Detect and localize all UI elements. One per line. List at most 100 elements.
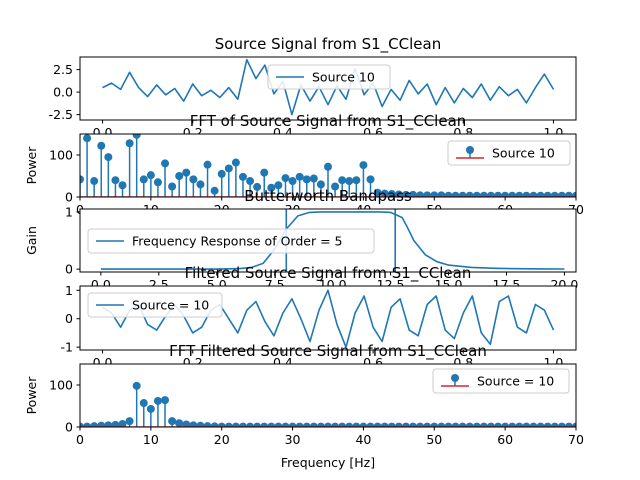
y-tick-label: -1 [61, 340, 73, 355]
legend-box [447, 140, 571, 166]
stem-marker [529, 191, 538, 197]
y-axis-label: Power [24, 146, 39, 185]
stem-marker [281, 422, 290, 427]
stem-marker [97, 421, 106, 427]
legend: Source 10 [267, 64, 391, 90]
stem-marker [416, 422, 425, 427]
stem-marker [132, 381, 141, 390]
legend: Source 10 [447, 140, 571, 166]
stem-marker [288, 177, 297, 186]
legend: Frequency Response of Order = 5 [87, 228, 375, 254]
stem-marker [324, 162, 332, 171]
plot-marks [102, 58, 555, 116]
stem-marker [338, 422, 347, 427]
stem-marker [550, 191, 559, 197]
stem-marker [494, 191, 503, 197]
legend-box [432, 368, 570, 394]
stem-marker [253, 182, 262, 191]
stem-marker [168, 182, 177, 191]
stem-marker [139, 399, 148, 408]
stem-marker [203, 422, 212, 427]
stem-marker [380, 189, 389, 197]
stem-marker [331, 422, 340, 427]
stem-marker [472, 191, 481, 197]
stem-marker [331, 182, 340, 191]
stem-marker [161, 396, 170, 405]
stem-marker [564, 422, 573, 427]
stem-marker [352, 176, 361, 185]
stem-marker [486, 422, 495, 427]
stem-marker [458, 422, 467, 427]
legend-label: Frequency Response of Order = 5 [132, 234, 342, 249]
y-tick-label: 2.5 [53, 62, 73, 77]
y-tick-label: 0 [65, 190, 73, 205]
stem-marker [196, 180, 205, 189]
stem-marker [175, 419, 184, 427]
x-tick-label: 0 [76, 432, 84, 447]
stem-marker [550, 422, 559, 427]
y-tick-label: 100 [49, 378, 73, 393]
stem-marker [224, 422, 233, 427]
stem-marker [501, 191, 510, 197]
stem-marker [168, 417, 177, 426]
stem-marker [309, 422, 318, 427]
stem-marker [267, 183, 276, 192]
stem-marker [387, 422, 396, 427]
axes-frame [79, 208, 577, 273]
stem-marker [104, 153, 113, 162]
stem-marker [437, 422, 446, 427]
y-tick-label: -2.5 [49, 107, 73, 122]
stem-marker [572, 191, 576, 197]
legend-box [87, 292, 223, 318]
legend-label: Source 10 [492, 146, 555, 161]
stem-marker [104, 421, 113, 427]
stem-marker [210, 186, 219, 195]
stem-marker [409, 422, 418, 427]
stem-marker [373, 188, 382, 197]
legend-box [267, 64, 391, 90]
stem-marker [302, 175, 311, 184]
stem-marker [423, 422, 432, 427]
stem-marker [90, 422, 99, 427]
stem-marker [373, 422, 382, 427]
stem-marker [217, 169, 226, 178]
stem-marker [380, 422, 389, 427]
stem-marker [430, 422, 439, 427]
legend-marker-swatch [451, 374, 459, 382]
axes-frame [79, 363, 577, 428]
stem-marker [465, 422, 474, 427]
stem-marker [189, 175, 198, 184]
x-tick-label: 10 [143, 432, 159, 447]
stem-marker [345, 422, 354, 427]
legend-label: Source = 10 [477, 374, 554, 389]
y-tick-label: 0.0 [53, 85, 73, 100]
stem-marker [146, 171, 155, 180]
stem-marker [175, 172, 184, 180]
stem-marker [458, 191, 467, 197]
stem-marker [97, 141, 106, 150]
stem-marker [444, 191, 453, 197]
stem-marker [401, 422, 410, 427]
stem-marker [224, 164, 233, 173]
stem-marker [401, 190, 410, 197]
stem-marker [238, 172, 247, 181]
stem-marker [132, 134, 141, 139]
panel-title: Source Signal from S1_CClean [215, 35, 441, 54]
stem-marker [281, 174, 290, 183]
stem-marker [416, 191, 425, 197]
stem-marker [451, 422, 460, 427]
stem-marker [83, 422, 92, 427]
y-tick-label: 100 [49, 148, 73, 163]
stem-marker [394, 422, 403, 427]
stem-marker [231, 158, 240, 167]
stem-marker [536, 422, 545, 427]
series-line [100, 211, 565, 270]
stem-marker [182, 420, 191, 427]
stem-marker [515, 191, 524, 197]
panel-title: FFT Filtered Source Signal from S1_CClea… [169, 342, 487, 361]
stem-marker [444, 422, 453, 427]
stem-marker [359, 422, 368, 427]
stem-marker [146, 404, 155, 413]
